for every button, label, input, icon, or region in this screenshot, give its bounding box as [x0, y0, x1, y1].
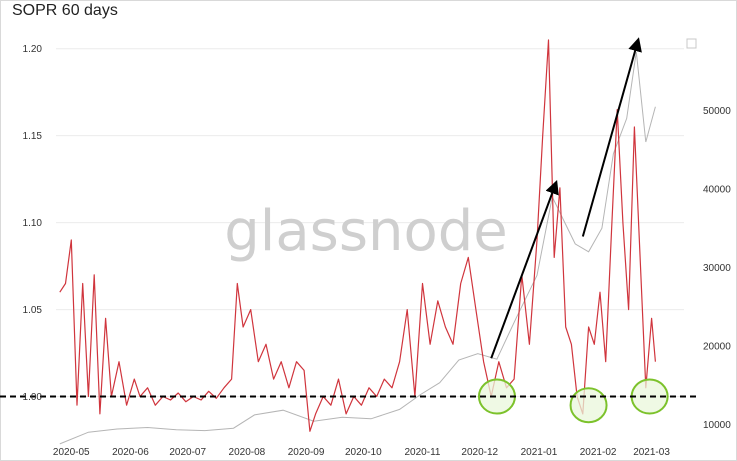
- trend-arrow: [581, 37, 642, 237]
- y-left-tick-label: 1.10: [23, 218, 43, 229]
- price-series-line: [59, 51, 656, 445]
- y-right-tick-label: 10000: [703, 420, 731, 431]
- legend-toggle-icon[interactable]: [686, 38, 697, 49]
- y-left-tick-label: 1.05: [23, 305, 43, 316]
- x-tick-label: 2020-12: [461, 447, 498, 458]
- highlight-circle: [569, 387, 608, 424]
- y-left-tick-label: 1.00: [23, 392, 43, 403]
- x-tick-label: 2020-05: [53, 447, 90, 458]
- x-tick-label: 2021-02: [580, 447, 617, 458]
- x-tick-label: 2020-09: [288, 447, 325, 458]
- chart-title: SOPR 60 days: [12, 2, 118, 19]
- y-right-tick-label: 40000: [703, 185, 731, 196]
- trend-arrow: [490, 179, 559, 359]
- y-right-tick-label: 30000: [703, 263, 731, 274]
- x-tick-label: 2020-07: [169, 447, 206, 458]
- y-left-tick-label: 1.20: [23, 44, 43, 55]
- watermark: glassnode: [224, 199, 508, 264]
- y-right-tick-label: 50000: [703, 106, 731, 117]
- x-tick-label: 2021-03: [633, 447, 670, 458]
- x-tick-label: 2020-10: [345, 447, 382, 458]
- y-right-tick-label: 20000: [703, 341, 731, 352]
- x-tick-label: 2020-06: [112, 447, 149, 458]
- x-tick-label: 2021-01: [521, 447, 558, 458]
- y-left-tick-label: 1.15: [23, 131, 43, 142]
- x-tick-label: 2020-08: [229, 447, 266, 458]
- x-tick-label: 2020-11: [405, 447, 441, 458]
